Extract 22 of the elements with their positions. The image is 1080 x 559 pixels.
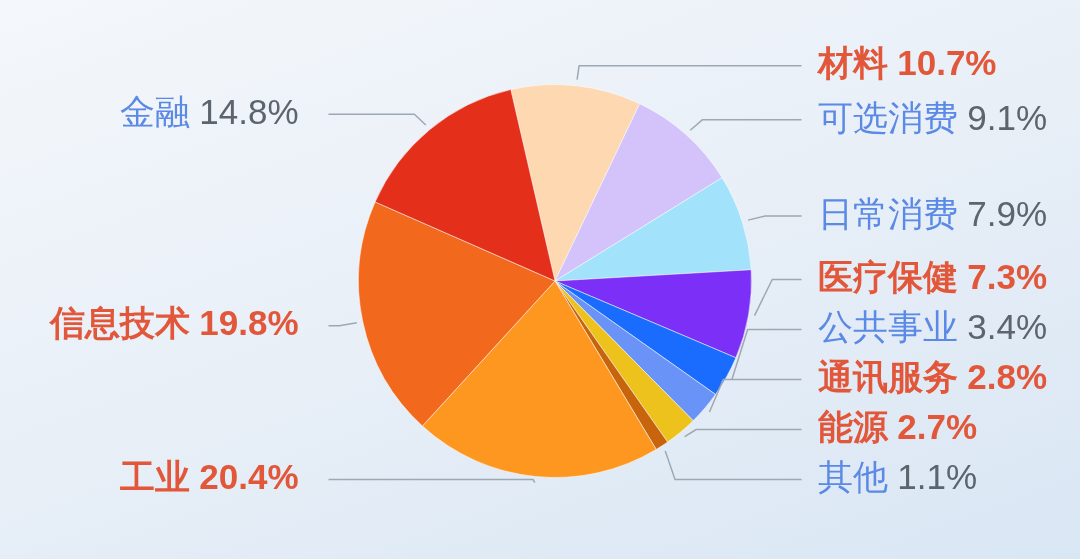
slice-label: 其他 [817, 457, 888, 497]
data-label: 3.4% [967, 307, 1048, 347]
data-label: 7.9% [967, 193, 1048, 233]
slice-label: 可选消费 [817, 97, 958, 137]
slice-label: 工业 [118, 457, 190, 497]
slice-label: 能源 [817, 407, 889, 447]
slice-label: 医疗保健 [817, 257, 958, 297]
data-label: 19.8% [199, 303, 299, 343]
slice-label: 公共事业 [817, 307, 958, 347]
data-label: 1.1% [897, 457, 978, 497]
data-label: 20.4% [199, 457, 299, 497]
data-label: 9.1% [967, 97, 1048, 137]
slice-label: 材料 [815, 43, 888, 83]
slice-label: 金融 [119, 91, 190, 131]
data-label: 14.8% [199, 91, 299, 131]
slice-label: 通讯服务 [817, 357, 958, 397]
data-label: 2.8% [967, 357, 1048, 397]
data-label: 2.7% [897, 407, 978, 447]
data-label: 7.3% [967, 257, 1048, 297]
data-label: 10.7% [897, 43, 997, 83]
slice-label: 日常消费 [817, 193, 958, 233]
slice-label: 信息技术 [47, 303, 190, 343]
